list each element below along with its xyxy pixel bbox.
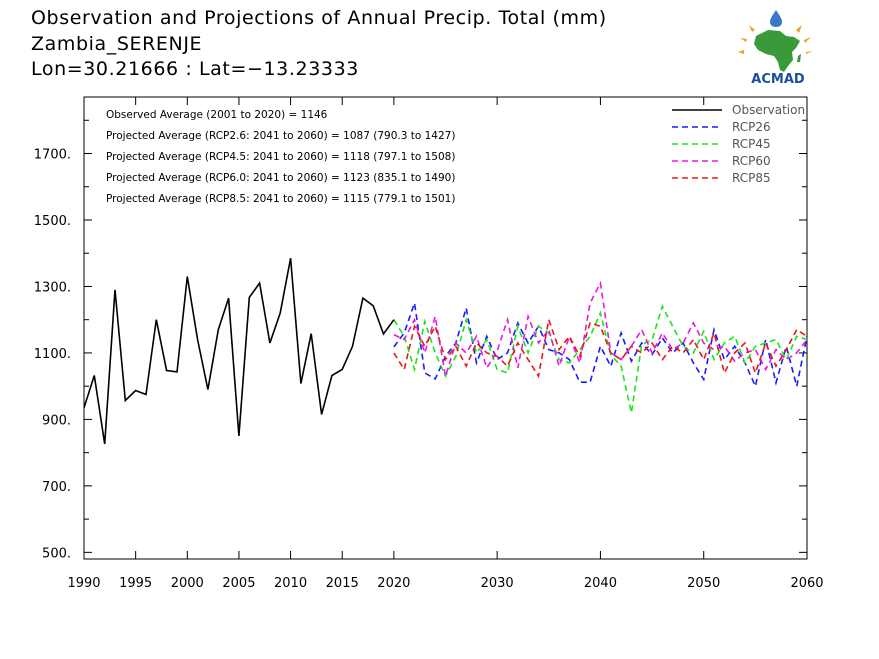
stats-block: Observed Average (2001 to 2020) = 1146 P… [106,109,455,205]
series-line-rcp60 [393,280,808,377]
station-coordinates: Lon=30.21666 : Lat=−13.23333 [31,58,359,80]
stat-rcp45: Projected Average (RCP4.5: 2041 to 2060)… [106,151,455,163]
legend-label-rcp26: RCP26 [732,120,771,134]
y-tick-label: 900. [42,413,71,428]
series-layer [83,258,808,445]
y-tick-label: 1300. [34,280,71,295]
x-tick-label: 1990 [67,576,100,591]
y-tick-label: 1500. [34,214,71,229]
legend-label-rcp45: RCP45 [732,137,771,151]
series-line-rcp26 [393,302,808,389]
x-tick-label: 2015 [326,576,359,591]
axis-ticks [83,97,808,559]
x-tick-label: 1995 [119,576,152,591]
stat-observed: Observed Average (2001 to 2020) = 1146 [106,109,328,121]
legend-label-rcp85: RCP85 [732,171,771,185]
stat-rcp60: Projected Average (RCP6.0: 2041 to 2060)… [106,172,455,184]
x-tick-label: 2005 [222,576,255,591]
stat-rcp85: Projected Average (RCP8.5: 2041 to 2060)… [106,193,455,205]
x-tick-label: 2010 [274,576,307,591]
legend: Observation RCP26 RCP45 RCP60 RCP85 [672,103,805,185]
y-tick-label: 1100. [34,347,71,362]
x-tick-label: 2060 [790,576,823,591]
y-tick-labels: 500. 700. 900. 1100. 1300. 1500. 1700. [34,148,71,562]
y-tick-label: 700. [42,480,71,495]
x-tick-label: 2000 [171,576,204,591]
stat-rcp26: Projected Average (RCP2.6: 2041 to 2060)… [106,130,455,142]
acmad-logo: ACMAD [738,10,813,86]
x-tick-label: 2040 [584,576,617,591]
chart-title: Observation and Projections of Annual Pr… [31,7,607,29]
y-tick-label: 500. [42,546,71,561]
y-tick-label: 1700. [34,148,71,163]
series-line-observation [83,258,395,445]
x-tick-label: 2020 [377,576,410,591]
legend-label-rcp60: RCP60 [732,154,771,168]
station-name: Zambia_SERENJE [31,33,203,55]
plot-frame [83,96,808,560]
series-line-rcp45 [393,304,808,413]
series-line-rcp85 [393,316,808,379]
x-tick-label: 2030 [481,576,514,591]
x-tick-labels: 1990 1995 2000 2005 2010 2015 2020 2030 2040 2050… [67,576,823,591]
legend-label-observation: Observation [732,103,805,117]
x-tick-label: 2050 [687,576,720,591]
acmad-logo-text: ACMAD [751,72,805,86]
